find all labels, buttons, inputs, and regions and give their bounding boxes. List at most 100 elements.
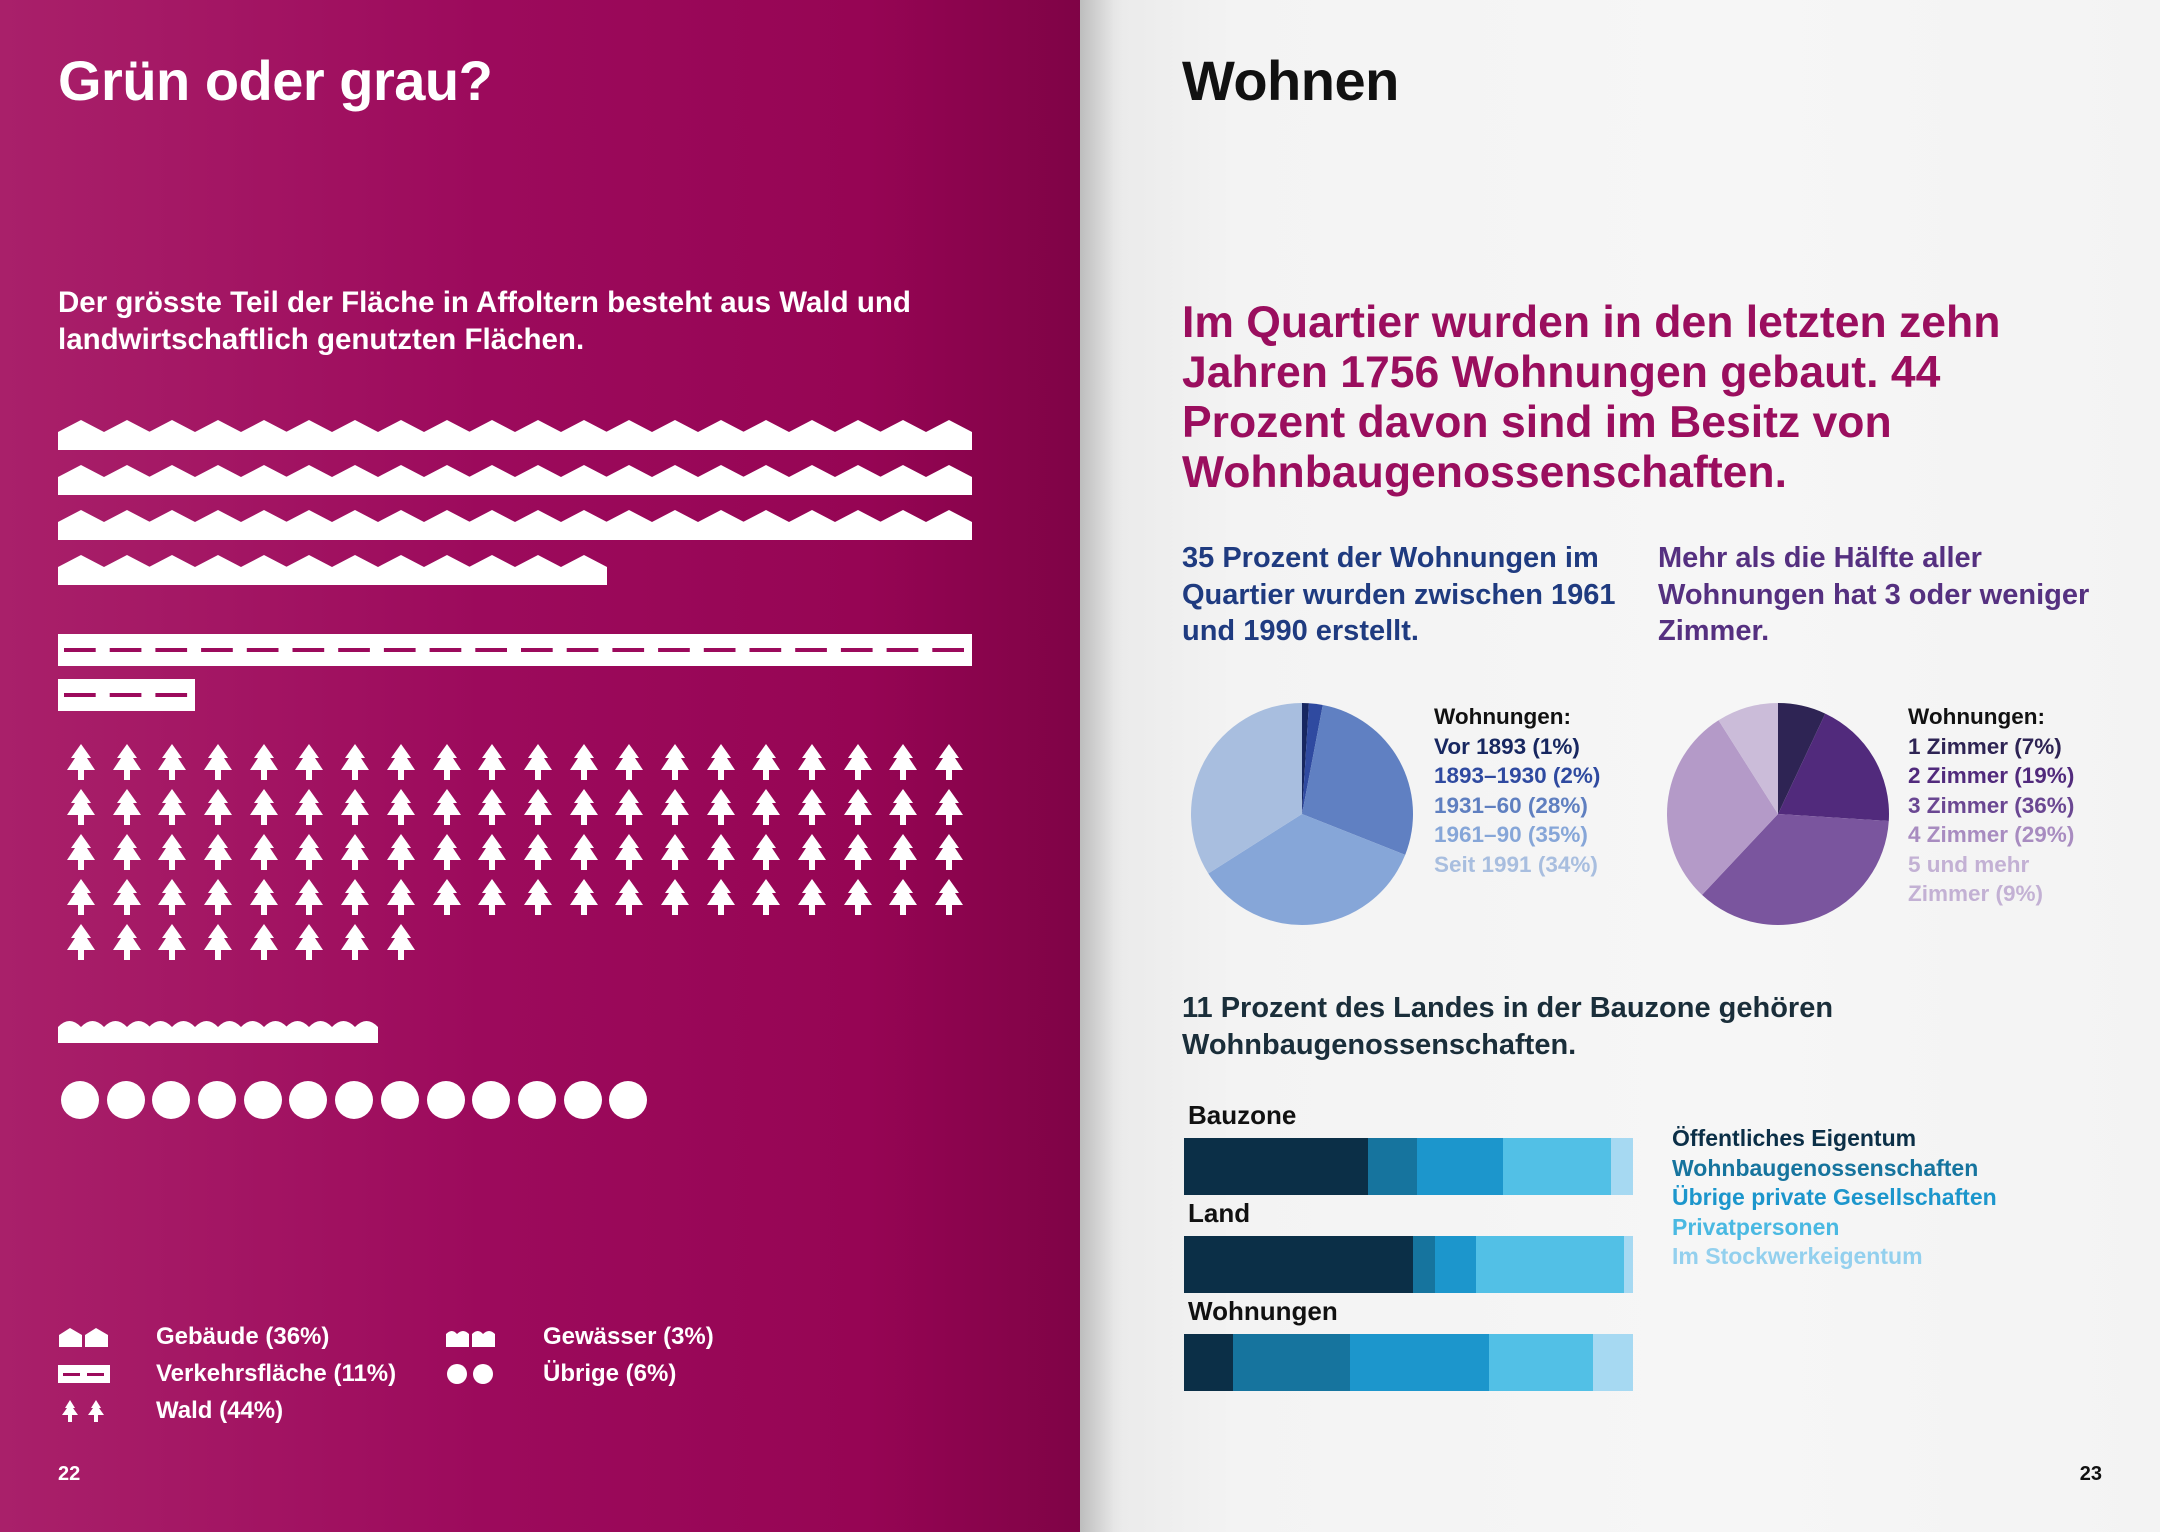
building-unit-icon (834, 502, 881, 547)
other-unit-icon (58, 1078, 104, 1123)
tree-unit-icon (606, 875, 652, 920)
buildings-pictogram (58, 412, 973, 592)
building-unit-icon (651, 457, 698, 502)
building-unit-icon (103, 502, 150, 547)
tree-unit-icon (743, 830, 789, 875)
building-unit-icon (606, 502, 653, 547)
pie-legend-rooms: Wohnungen: 1 Zimmer (7%) 2 Zimmer (19%) … (1908, 702, 2074, 909)
tree-unit-icon (469, 785, 515, 830)
tree-unit-icon (424, 785, 470, 830)
other-unit-icon (606, 1078, 652, 1123)
intro-text: Der grösste Teil der Fläche in Affoltern… (58, 286, 911, 356)
building-unit-icon (743, 502, 790, 547)
tree-unit-icon (606, 785, 652, 830)
building-unit-icon (240, 547, 287, 592)
building-unit-icon (560, 457, 607, 502)
tree-unit-icon (332, 785, 378, 830)
building-unit-icon (651, 412, 698, 457)
building-unit-icon (514, 412, 561, 457)
legend-item: Gebäude (36%) (58, 1318, 396, 1355)
tree-unit-icon (835, 785, 881, 830)
building-unit-icon (332, 457, 379, 502)
traffic-pictogram (58, 632, 972, 722)
pictogram-row (58, 412, 973, 457)
building-unit-icon (469, 412, 516, 457)
building-unit-icon (926, 502, 973, 547)
tree-unit-icon (835, 830, 881, 875)
building-unit-icon (149, 547, 196, 592)
other-pictogram (58, 1078, 652, 1123)
water-icon (445, 1324, 501, 1350)
lane-marking (429, 648, 462, 652)
legend-item: Wald (44%) (58, 1392, 396, 1429)
building-unit-icon (606, 412, 653, 457)
building-unit-icon (58, 457, 104, 502)
legend-label: Gewässer (3%) (543, 1322, 714, 1350)
stacked-bar-wohnungen (1184, 1334, 1633, 1391)
building-unit-icon (514, 547, 561, 592)
tree-unit-icon (149, 875, 195, 920)
building-unit-icon (697, 412, 744, 457)
building-unit-icon (286, 547, 333, 592)
pie-slice (1667, 720, 1778, 895)
legend-item: Übrige (6%) (445, 1355, 714, 1392)
other-unit-icon (561, 1078, 607, 1123)
lane-marking (292, 648, 325, 652)
tree-unit-icon (424, 740, 470, 785)
building-unit-icon (240, 412, 287, 457)
tree-unit-icon (378, 830, 424, 875)
tree-unit-icon (286, 830, 332, 875)
bar-segment (1623, 1236, 1633, 1293)
building-unit-icon (332, 502, 379, 547)
tree-unit-icon (789, 740, 835, 785)
building-unit-icon (195, 412, 242, 457)
legend-label: Verkehrsfläche (11%) (156, 1359, 397, 1387)
tree-unit-icon (835, 740, 881, 785)
tree-unit-icon (286, 740, 332, 785)
spine-shadow (1080, 0, 1114, 1532)
pictogram-row (58, 1005, 379, 1050)
tree-unit-icon (606, 830, 652, 875)
subheading-ownership: 11 Prozent des Landes in der Bauzone geh… (1182, 992, 1834, 1061)
tree-unit-icon (104, 830, 150, 875)
legend-entry: 1961–90 (35%) (1434, 822, 1588, 847)
legend-item: Gewässer (3%) (445, 1318, 714, 1355)
tree-unit-icon (424, 830, 470, 875)
building-unit-icon (606, 457, 653, 502)
pictogram-row (58, 634, 972, 666)
bar-segment (1475, 1236, 1624, 1293)
legend-entry: Im Stockwerkeigentum (1672, 1243, 1923, 1269)
pie-slice (1208, 814, 1406, 925)
water-unit-icon (332, 1005, 379, 1050)
lane-marking (109, 648, 142, 652)
pie-slice (1718, 703, 1778, 814)
tree-unit-icon (835, 875, 881, 920)
tree-unit-icon (926, 740, 972, 785)
building-unit-icon (834, 457, 881, 502)
legend-label: Übrige (6%) (543, 1359, 677, 1387)
building-unit-icon (377, 502, 424, 547)
building-unit-icon (149, 412, 196, 457)
tree-unit-icon (378, 740, 424, 785)
tree-unit-icon (332, 875, 378, 920)
subheading-rooms: Mehr als die Hälfte aller Wohnungen hat … (1658, 542, 2090, 647)
lane-marking (475, 648, 507, 652)
legend-entry: Übrige private Gesellschaften (1672, 1184, 1997, 1210)
building-unit-icon (58, 502, 104, 547)
building-unit-icon (286, 412, 333, 457)
tree-unit-icon (58, 740, 104, 785)
tree-unit-icon (424, 875, 470, 920)
water-pictogram (58, 1005, 379, 1050)
tree-unit-icon (743, 785, 789, 830)
tree-unit-icon (880, 740, 926, 785)
building-unit-icon (469, 502, 516, 547)
tree-unit-icon (104, 875, 150, 920)
tree-unit-icon (241, 740, 287, 785)
building-unit-icon (423, 412, 470, 457)
pictogram-row (58, 502, 973, 547)
tree-unit-icon (515, 785, 561, 830)
page-number: 23 (2079, 1463, 2102, 1485)
other-unit-icon (424, 1078, 470, 1123)
other-circles-icon (445, 1361, 501, 1387)
tree-unit-icon (58, 785, 104, 830)
